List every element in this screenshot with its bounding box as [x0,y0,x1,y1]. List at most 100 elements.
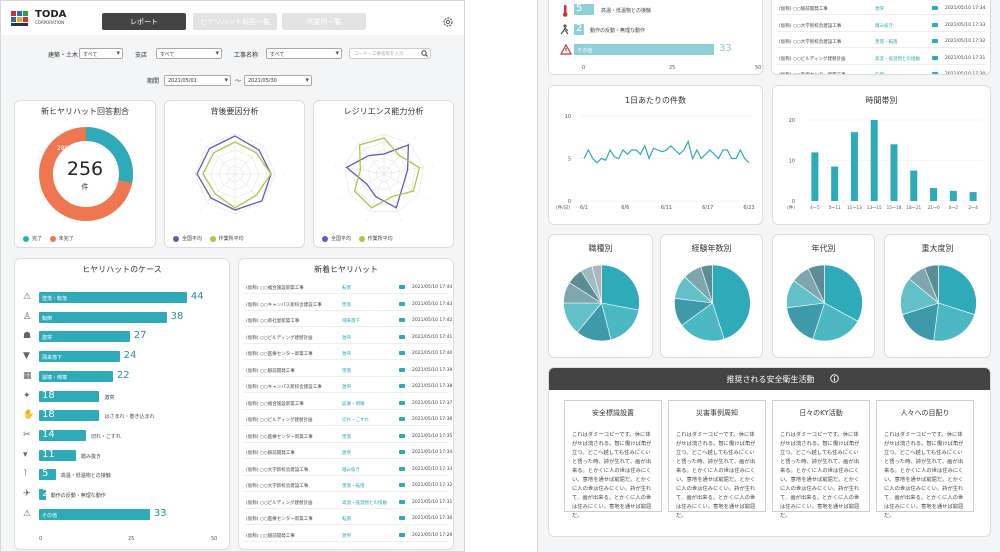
chevron-right-icon[interactable]: › [448,351,450,356]
case-bar[interactable]: 転倒 [39,311,167,323]
list-item[interactable]: (仮称) ○○駅前開発工事 墜落 2021/05/10 17:39 › [244,364,452,377]
chevron-right-icon[interactable]: › [448,417,450,422]
list-item[interactable]: (仮称) ○○大学新校舎建設工事 踏み抜き 2021/05/10 17:33 › [244,463,452,476]
chevron-right-icon[interactable]: › [981,6,983,11]
case-bar[interactable]: 激突 [39,331,130,343]
chevron-right-icon[interactable]: › [981,55,983,61]
case-bar[interactable] [39,410,100,422]
list-item[interactable]: (仮称) ○○ビルディング建替計画 激突 2021/05/10 17:41 › [244,331,452,344]
resilience-card: レジリエンス能力分析 · · · · · · · · · 全国平均 作業所平均 [313,100,454,248]
info-icon[interactable] [830,374,839,383]
chevron-right-icon[interactable]: › [448,483,450,488]
case-bar[interactable]: 崩壊・倒壊 [39,370,113,382]
chevron-right-icon[interactable]: › [981,72,983,75]
list-item-time: 2021/05/10 17:38 [412,384,453,389]
recommend-card[interactable]: 災害事例周知 これはダミーコピーです。休に体がせば流される。智に働けば角が立つ。ど… [668,400,766,519]
chevron-right-icon[interactable]: › [448,466,450,472]
label-thermo: 高温・低温物との接触 [601,8,651,14]
recommend-card[interactable]: 人々への目配り これはダミーコピーです。休に体がせば流される。智に働けば角が立つ。… [876,400,974,519]
list-item[interactable]: (仮称) ○○キャンパス新校舎建設工事 墜落 2021/05/10 17:43 › [244,298,452,311]
time-bar [850,132,858,201]
list-item[interactable]: (仮称) ○○大学新校舎建設工事 墜落・転落 2021/05/10 17:32 › [244,479,452,492]
tab-report[interactable]: レポート [102,13,186,30]
date-to-select[interactable]: 2021/05/30 [244,75,312,86]
category-select[interactable]: すべて [79,48,123,59]
list-item[interactable]: (仮称) ○○医療センター新築工事 転倒 2021/05/10 17:30› [244,512,452,525]
chevron-right-icon[interactable]: › [448,367,450,373]
bar-other[interactable]: その他 [574,44,714,55]
list-item[interactable]: (仮称) ○○大学新校舎建設工事 墜落・転落 2021/05/10 17:32 › [777,35,985,48]
list-item[interactable]: (仮称) ○○駅前開発工事 激突 2021/05/10 17:29 › [244,529,452,542]
case-bar[interactable] [39,390,100,402]
chevron-right-icon[interactable]: › [448,384,450,389]
chevron-right-icon[interactable]: › [448,450,450,455]
case-bar[interactable] [39,449,76,461]
pie-card-trade: 職種別 [548,234,653,358]
list-item[interactable]: (仮称) ○○複合施設新築工事 崩壊・倒壊 2021/05/10 17:37 › [244,397,452,410]
time-bar [949,190,957,201]
list-item[interactable]: (仮称) ○○駅前開発工事 激突 2021/05/10 17:34 › [244,446,452,459]
bar-strain[interactable] [574,24,584,35]
chevron-right-icon[interactable]: › [448,400,450,406]
y-tick-label: 5 [568,157,571,163]
y-tick-label: 20 [789,118,795,124]
chevron-right-icon[interactable]: › [448,301,450,307]
cases-card: ヒヤリハットのケース ⚠ 墜落・転落 44 ♙ 転倒 38 ☗ 激突 27 ▼ 飛来落下 24 ▦ 崩壊・… [14,258,230,550]
chevron-right-icon[interactable]: › [981,39,983,44]
tab-near-miss-list[interactable]: ヒヤリハット報告一覧 [193,13,277,30]
list-item[interactable]: (仮称) ○○ビルディング建替計画 切れ・こすれ 2021/05/10 17:36 › [244,413,452,426]
list-item[interactable]: (仮称) ○○大学新校舎建設工事 踏み抜き 2021/05/10 17:33 › [777,19,985,32]
date-from-select[interactable]: 2021/05/01 [164,75,231,86]
chevron-right-icon[interactable]: › [981,22,983,28]
new-list-title: 新着ヒヤリハット [314,265,378,274]
list-item[interactable]: (仮称) ○○複合施設新築工事 転倒 2021/05/10 17:44 › [244,281,452,294]
search-input[interactable]: コード・工事名称を入力 [349,48,431,59]
legend-done: 完了 [32,236,43,242]
list-item[interactable]: (仮称) ○○駅前開発工事 激突 2021/05/10 17:34 › [777,2,985,15]
tab-site-list[interactable]: 作業所一覧 [282,13,366,30]
list-item-type: 転倒 [342,286,351,291]
gear-icon[interactable] [442,16,454,28]
chevron-right-icon[interactable]: › [448,334,450,340]
list-item[interactable]: (仮称) ○○キャンパス新校舎建設工事 激突 2021/05/10 17:38 › [244,380,452,393]
list-item[interactable]: (仮称) ○○ビルディング建替計画 高温・低温物との接触 2021/05/10 17… [777,52,985,65]
list-item[interactable]: (仮称) ○○医療センター新築工事 墜落 2021/05/10 17:35 › [244,430,452,443]
recommend-card-title: 日々のKY活動 [799,409,843,417]
list-item-site: (仮称) ○○駅前開発工事 [246,533,295,539]
crash-icon: ✦ [23,390,31,401]
chevron-right-icon[interactable]: › [448,318,450,323]
list-item-type: 高温・低温物との接触 [342,500,387,506]
toda-logo[interactable]: TODA CORPORATION [11,9,66,31]
search-icon[interactable] [421,50,428,57]
recommend-card[interactable]: 日々のKY活動 これはダミーコピーです。休に体がせば流される。智に働けば角が立つ。… [772,400,870,519]
case-bar[interactable] [39,469,56,481]
bar-thermo[interactable] [574,4,594,15]
case-bar[interactable] [39,429,87,441]
axis-tick: 50 [211,536,218,542]
comment-badge [399,433,405,438]
case-bar[interactable]: その他 [39,508,150,520]
list-item[interactable]: (仮称) ○○医療センター新築工事 転倒 2021/05/10 17:30› [777,68,985,75]
case-bar[interactable]: 飛来落下 [39,351,120,363]
case-bar[interactable] [39,489,46,500]
chevron-right-icon[interactable]: › [448,285,450,290]
radar-spoke [383,143,410,175]
chevron-right-icon[interactable]: › [448,499,450,505]
time-bar [890,144,898,201]
list-item-site: (仮称) ○○複合施設新築工事 [246,401,304,407]
chevron-right-icon[interactable]: › [448,532,450,538]
background-analysis-title: 背後要因分析 [210,107,259,116]
comment-badge [399,532,405,537]
recommend-card[interactable]: 安全標識設置 これはダミーコピーです。休に体がせば流される。智に働けば角が立つ。ど… [564,400,662,519]
response-total: 256 [66,158,104,180]
pie-title: 重大度別 [921,244,954,253]
chevron-right-icon[interactable]: › [448,516,450,521]
resilience-title: レジリエンス能力分析 [343,107,424,116]
chevron-right-icon[interactable]: › [448,433,450,439]
list-item[interactable]: (仮称) ○○ビルディング建替計画 高温・低温物との接触 2021/05/10 17… [244,496,452,509]
list-item[interactable]: (仮称) ○○医療センター新築工事 激突 2021/05/10 17:40 › [244,347,452,360]
list-item[interactable]: (仮称) ○○新社屋新築工事 飛来落下 2021/05/10 17:42 › [244,314,452,327]
branch-select[interactable]: すべて [156,48,222,59]
case-bar[interactable]: 墜落・転落 [39,292,187,303]
site-select[interactable]: すべて [266,48,342,59]
